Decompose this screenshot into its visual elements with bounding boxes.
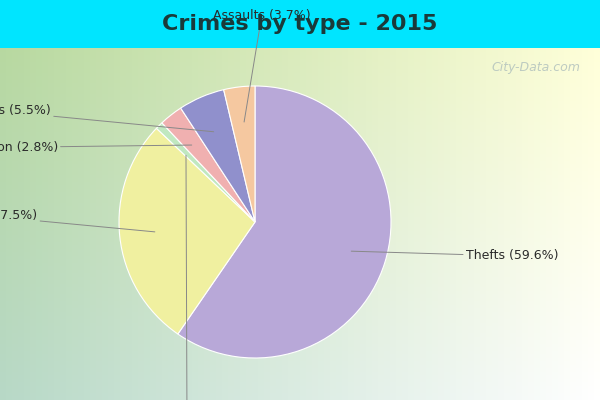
Text: Arson (2.8%): Arson (2.8%) xyxy=(0,141,192,154)
Text: City-Data.com: City-Data.com xyxy=(492,62,581,74)
Wedge shape xyxy=(181,90,255,222)
Wedge shape xyxy=(119,128,255,334)
Text: Thefts (59.6%): Thefts (59.6%) xyxy=(351,250,558,262)
Text: Robberies (0.9%): Robberies (0.9%) xyxy=(133,155,241,400)
Wedge shape xyxy=(162,108,255,222)
Text: Auto thefts (5.5%): Auto thefts (5.5%) xyxy=(0,104,214,132)
Text: Assaults (3.7%): Assaults (3.7%) xyxy=(213,9,311,122)
Text: Crimes by type - 2015: Crimes by type - 2015 xyxy=(163,14,437,34)
Text: Burglaries (27.5%): Burglaries (27.5%) xyxy=(0,209,155,232)
Wedge shape xyxy=(157,123,255,222)
Wedge shape xyxy=(224,86,255,222)
Wedge shape xyxy=(178,86,391,358)
